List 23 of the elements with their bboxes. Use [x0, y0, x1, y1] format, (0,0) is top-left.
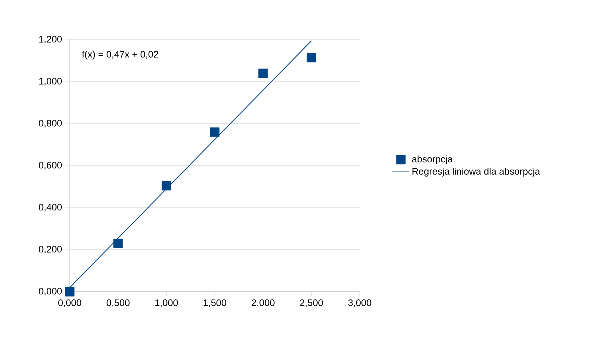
- point: [65, 287, 75, 297]
- x-tick-label: 3,000: [348, 300, 372, 308]
- legend-label: Regresja liniowa dla absorpcja: [412, 168, 540, 177]
- y-tick-label: 0,600: [39, 162, 62, 170]
- y-tick-label: 1,200: [39, 36, 62, 44]
- y-tick-label: 0,200: [39, 246, 62, 254]
- x-tick-label: 2,000: [252, 300, 275, 308]
- x-tick-label: 1,500: [204, 300, 226, 308]
- y-tick-label: 0,800: [39, 120, 62, 128]
- x-tick-label: 2,500: [300, 300, 324, 308]
- x-tick-label: 1,000: [156, 300, 178, 308]
- point: [210, 128, 220, 138]
- y-tick-label: 0,400: [39, 204, 62, 212]
- y-tick-label: 0,000: [39, 288, 62, 296]
- point: [258, 68, 268, 78]
- point: [114, 239, 124, 248]
- point: [162, 181, 172, 191]
- x-tick-label: 0,500: [106, 300, 130, 308]
- x-tick-label: 0,000: [58, 300, 82, 308]
- point: [306, 53, 316, 63]
- legend-label: absorpcja: [412, 156, 454, 165]
- annotation: f(x) = 0,47x + 0,02: [82, 50, 158, 60]
- y-tick-label: 1,000: [39, 78, 62, 86]
